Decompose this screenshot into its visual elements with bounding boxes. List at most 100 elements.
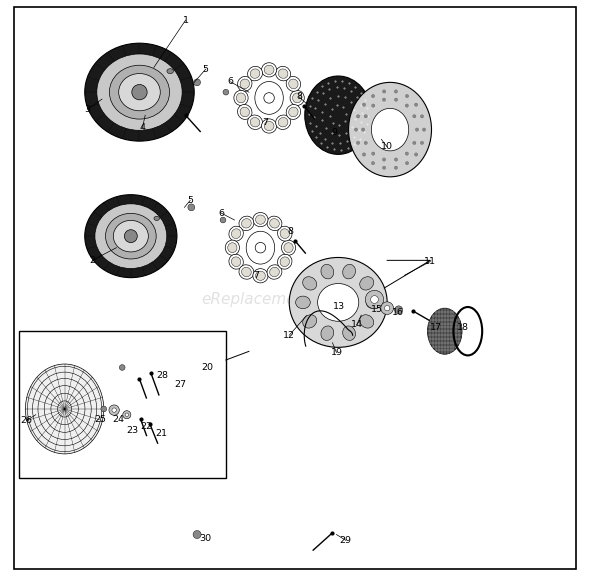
Circle shape [385,305,390,311]
Circle shape [382,158,386,161]
Ellipse shape [229,254,243,269]
Text: 18: 18 [457,323,469,332]
Text: 15: 15 [371,305,383,314]
Ellipse shape [290,90,304,105]
Text: 17: 17 [430,323,442,332]
Ellipse shape [321,264,334,279]
Text: 29: 29 [340,536,352,545]
Circle shape [371,295,378,304]
Text: 22: 22 [140,422,152,431]
Ellipse shape [277,254,292,269]
Circle shape [420,141,424,145]
Ellipse shape [95,204,167,268]
Ellipse shape [237,93,245,103]
Text: 30: 30 [199,534,212,543]
Text: 7: 7 [253,271,259,280]
Ellipse shape [238,77,252,92]
Text: 10: 10 [381,142,393,151]
Ellipse shape [85,43,194,141]
Text: 16: 16 [392,308,404,317]
Circle shape [415,128,419,131]
Ellipse shape [229,226,243,241]
Text: 9: 9 [331,128,337,137]
Circle shape [101,406,107,412]
Ellipse shape [241,267,251,276]
Ellipse shape [261,119,277,133]
Ellipse shape [106,213,156,259]
Circle shape [382,90,386,93]
Ellipse shape [255,215,266,224]
Text: 5: 5 [187,196,193,205]
Circle shape [371,94,375,98]
Text: 7: 7 [262,118,268,127]
Circle shape [382,166,386,169]
Ellipse shape [280,257,290,267]
Ellipse shape [281,240,296,255]
Ellipse shape [280,229,290,238]
Ellipse shape [225,240,240,255]
Circle shape [362,103,366,107]
Circle shape [188,204,195,211]
Ellipse shape [321,326,334,340]
Ellipse shape [250,118,260,127]
Text: 6: 6 [218,209,224,218]
Ellipse shape [261,63,277,77]
Text: 27: 27 [174,380,186,389]
Ellipse shape [238,104,252,119]
Text: 6: 6 [228,77,234,86]
Circle shape [362,153,366,156]
Ellipse shape [248,66,263,81]
Ellipse shape [276,115,290,130]
Ellipse shape [25,364,104,454]
Text: 4: 4 [139,123,145,132]
Text: 25: 25 [94,415,106,424]
Text: eReplacementParts.com: eReplacementParts.com [202,292,388,307]
Ellipse shape [246,232,275,264]
Ellipse shape [85,195,177,278]
Ellipse shape [270,219,279,228]
Ellipse shape [264,122,274,131]
Ellipse shape [276,66,290,81]
Circle shape [109,405,119,415]
Ellipse shape [360,276,373,290]
Circle shape [414,103,418,107]
Ellipse shape [231,229,241,238]
Ellipse shape [154,217,159,221]
Ellipse shape [109,65,169,119]
Ellipse shape [270,267,279,276]
Circle shape [382,98,386,101]
Text: 8: 8 [287,227,293,236]
Ellipse shape [366,296,381,309]
Ellipse shape [286,77,301,92]
Text: 12: 12 [283,331,295,340]
Circle shape [414,153,418,156]
Ellipse shape [278,69,288,78]
Circle shape [372,152,375,156]
Ellipse shape [343,264,356,279]
Text: 11: 11 [424,257,437,266]
Bar [18,331,226,478]
Ellipse shape [231,257,241,267]
Circle shape [123,411,131,419]
Ellipse shape [253,268,268,283]
Circle shape [364,141,368,145]
Ellipse shape [284,242,293,253]
Text: 8: 8 [296,92,302,101]
Text: 21: 21 [155,429,168,438]
Ellipse shape [289,79,298,89]
Circle shape [394,98,398,101]
Ellipse shape [97,54,182,130]
Text: 13: 13 [333,302,345,311]
Circle shape [362,128,365,131]
Circle shape [405,152,408,156]
Ellipse shape [277,226,292,241]
Text: 14: 14 [350,320,363,329]
Ellipse shape [286,104,301,119]
Ellipse shape [255,82,283,115]
Text: 2: 2 [89,256,95,265]
Circle shape [394,90,398,93]
Ellipse shape [255,271,266,281]
Circle shape [405,94,409,98]
Ellipse shape [167,69,173,74]
Circle shape [422,128,426,131]
